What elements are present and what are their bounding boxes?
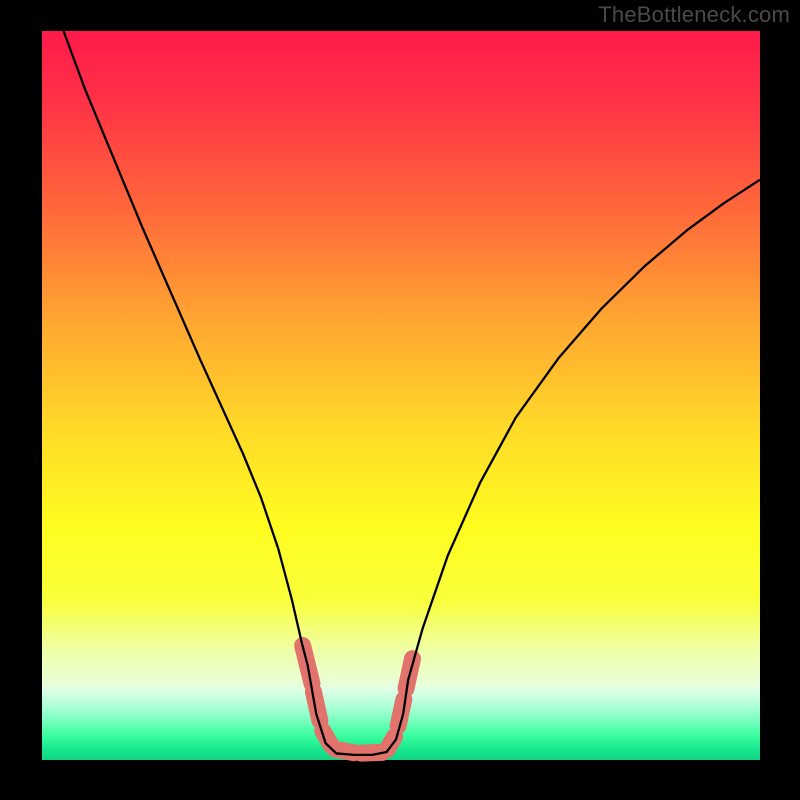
watermark-text: TheBottleneck.com: [598, 2, 790, 28]
chart-stage: TheBottleneck.com: [0, 0, 800, 800]
chart-background: [42, 31, 760, 760]
bottleneck-chart: [0, 0, 800, 800]
